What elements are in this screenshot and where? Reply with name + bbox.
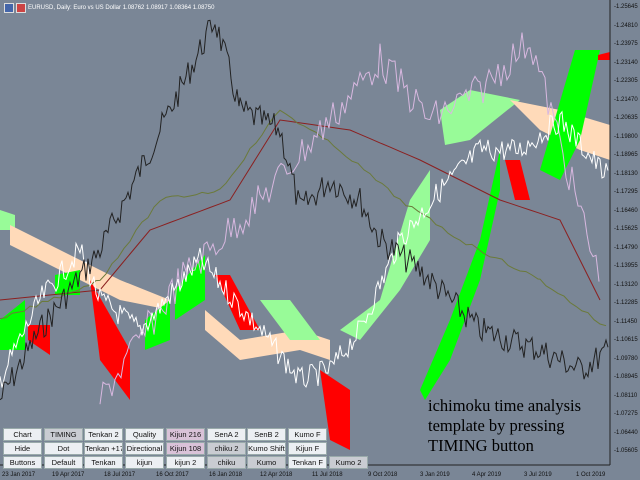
time-tick: 16 Jan 2018 (209, 472, 243, 478)
price-tick: -1.24810 (614, 22, 638, 29)
kumo-f-button[interactable]: Kumo F (288, 428, 327, 441)
time-tick: 4 Apr 2019 (472, 472, 502, 478)
kumo-shift-button[interactable]: Kumo Shift (247, 442, 286, 455)
price-tick: -1.13955 (614, 263, 638, 269)
price-tick: -1.16460 (614, 207, 638, 214)
price-tick: -1.23975 (614, 41, 638, 47)
kijun-108-button[interactable]: Kijun 108 (166, 442, 205, 455)
kumo-segment (0, 300, 25, 350)
time-tick: 16 Oct 2017 (156, 472, 189, 478)
kumo-segment (90, 280, 130, 400)
chikou-line (0, 110, 609, 388)
senb-2-button[interactable]: SenB 2 (247, 428, 286, 441)
time-tick: 1 Oct 2019 (576, 472, 606, 478)
time-tick: 19 Apr 2017 (52, 472, 85, 478)
kumo-segment (598, 52, 610, 60)
kumo-segment (0, 210, 15, 230)
time-tick: 3 Jul 2019 (524, 472, 552, 478)
window-title: EURUSD, Daily: Euro vs US Dollar 1.08762… (4, 3, 214, 13)
price-tick: -1.21470 (614, 96, 638, 103)
price-tick: -1.09780 (614, 355, 638, 362)
kumo-button[interactable]: Kumo (247, 456, 286, 469)
price-tick: -1.23140 (614, 59, 638, 66)
price-tick: -1.10615 (614, 337, 638, 343)
chiku-button[interactable]: chiku (207, 456, 246, 469)
price-tick: -1.18965 (614, 152, 638, 158)
price-tick: -1.05605 (614, 448, 638, 454)
kumo-segment (440, 90, 520, 145)
price-tick: -1.20635 (614, 115, 638, 121)
kumo-segment (260, 300, 320, 340)
kijun-f-button[interactable]: Kijun F (288, 442, 327, 455)
chart-icon (4, 3, 14, 13)
hide-button[interactable]: Hide (3, 442, 42, 455)
tenkan-2-button[interactable]: Tenkan 2 (84, 428, 123, 441)
kumo-segment (320, 370, 350, 450)
timing-button[interactable]: TIMING (44, 428, 83, 441)
kumo-segment (205, 310, 330, 360)
price-tick: -1.15625 (614, 226, 638, 232)
time-tick: 9 Oct 2018 (368, 472, 398, 478)
kumo-clouds (0, 50, 610, 450)
kumo-segment (540, 50, 600, 180)
time-tick: 3 Jan 2019 (420, 472, 450, 478)
time-tick: 18 Jul 2017 (104, 472, 136, 478)
price-tick: -1.18130 (614, 170, 638, 177)
price-tick: -1.07275 (614, 411, 638, 417)
chart-button[interactable]: Chart (3, 428, 42, 441)
directional-button[interactable]: Directional (125, 442, 164, 455)
time-tick: 11 Jul 2018 (312, 472, 343, 478)
price-tick: -1.08945 (614, 374, 638, 380)
chiku-2-button[interactable]: chiku 2 (207, 442, 246, 455)
kumo-2-button[interactable]: Kumo 2 (329, 456, 368, 469)
kumo-segment (420, 150, 500, 400)
price-tick: -1.14790 (614, 244, 638, 251)
overlay-text: ichimoku time analysis template by press… (428, 396, 582, 455)
kumo-segment (340, 170, 430, 340)
kijun-button[interactable]: kijun (125, 456, 164, 469)
kumo-segment (10, 225, 170, 310)
price-tick: -1.13120 (614, 281, 638, 288)
default-button[interactable]: Default (44, 456, 83, 469)
buttons-button[interactable]: Buttons (3, 456, 42, 469)
price-tick: -1.08110 (614, 392, 638, 399)
quality-button[interactable]: Quality (125, 428, 164, 441)
tenkan-line (0, 109, 607, 327)
price-tick: -1.25645 (614, 4, 638, 10)
sena-2-button[interactable]: SenA 2 (207, 428, 246, 441)
kijun-216-button[interactable]: Kijun 216 (166, 428, 205, 441)
price-tick: -1.11450 (614, 318, 638, 325)
indicator-icon (16, 3, 26, 13)
price-tick: -1.12285 (614, 300, 638, 306)
kumo-segment (145, 300, 170, 350)
kijun-2-button[interactable]: kijun 2 (166, 456, 205, 469)
time-tick: 12 Apr 2018 (260, 472, 293, 478)
senkou-2-line (99, 32, 600, 405)
dot-button[interactable]: Dot (44, 442, 83, 455)
kumo-segment (505, 160, 530, 200)
price-tick: -1.19800 (614, 133, 638, 140)
price-line (0, 19, 609, 401)
price-tick: -1.06440 (614, 429, 638, 436)
tenkan-17-button[interactable]: Tenkan +17 (84, 442, 123, 455)
time-tick: 23 Jan 2017 (2, 472, 36, 478)
kumo-segment (175, 255, 205, 320)
kumo-segment (55, 270, 80, 295)
price-tick: -1.22305 (614, 78, 638, 84)
symbol-title: EURUSD, Daily: Euro vs US Dollar 1.08762… (28, 5, 215, 11)
tenkan-f-button[interactable]: Tenkan F (288, 456, 327, 469)
tenkan-button[interactable]: Tenkan (84, 456, 123, 469)
price-tick: -1.17295 (614, 189, 638, 195)
